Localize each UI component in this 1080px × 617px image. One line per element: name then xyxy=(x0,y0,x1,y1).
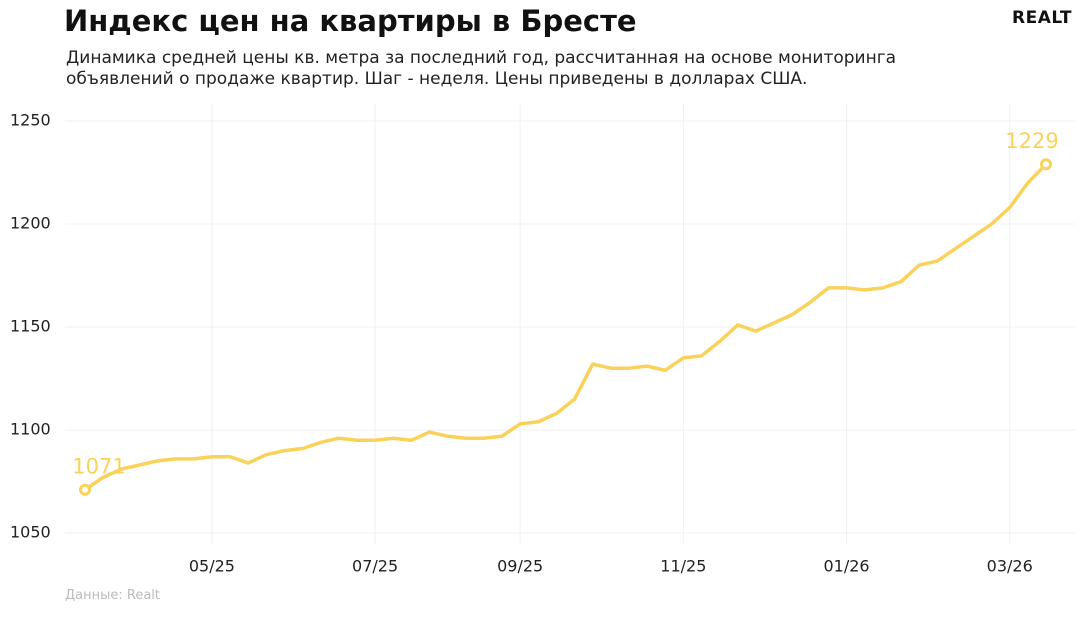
x-tick-label: 01/26 xyxy=(823,557,869,576)
y-tick-label: 1200 xyxy=(10,213,51,232)
data-label: 1229 xyxy=(1005,129,1058,153)
x-tick-label: 03/26 xyxy=(987,557,1033,576)
source: Данные: Realt xyxy=(65,588,161,603)
y-tick-label: 1250 xyxy=(10,110,51,129)
y-tick-label: 1150 xyxy=(10,316,51,335)
x-tick-label: 09/25 xyxy=(497,557,543,576)
y-tick-label: 1050 xyxy=(10,522,51,541)
logo: REALT xyxy=(1012,8,1072,28)
data-label: 1071 xyxy=(72,455,125,479)
line xyxy=(84,163,1048,492)
x-tick-label: 11/25 xyxy=(660,557,706,576)
end-point xyxy=(1040,158,1052,171)
x-tick-label: 05/25 xyxy=(189,557,235,576)
x-tick-label: 07/25 xyxy=(352,557,398,576)
y-tick-label: 1100 xyxy=(10,419,51,438)
chart-subtitle: Динамика средней цены кв. метра за после… xyxy=(66,48,897,89)
chart-title: Индекс цен на квартиры в Бресте xyxy=(64,4,637,38)
end-point xyxy=(79,483,91,496)
